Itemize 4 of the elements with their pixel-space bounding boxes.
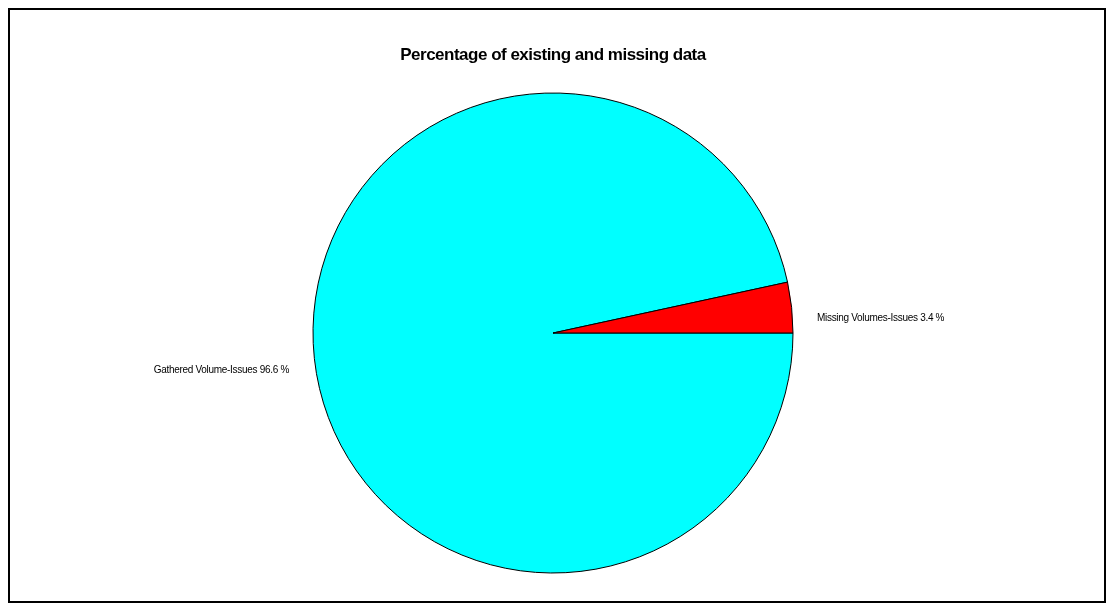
chart-title: Percentage of existing and missing data — [400, 45, 707, 64]
pie-slice — [312, 92, 794, 574]
slice-label: Missing Volumes-Issues 3.4 % — [817, 312, 945, 324]
slice-label: Gathered Volume-Issues 96.6 % — [153, 363, 290, 375]
